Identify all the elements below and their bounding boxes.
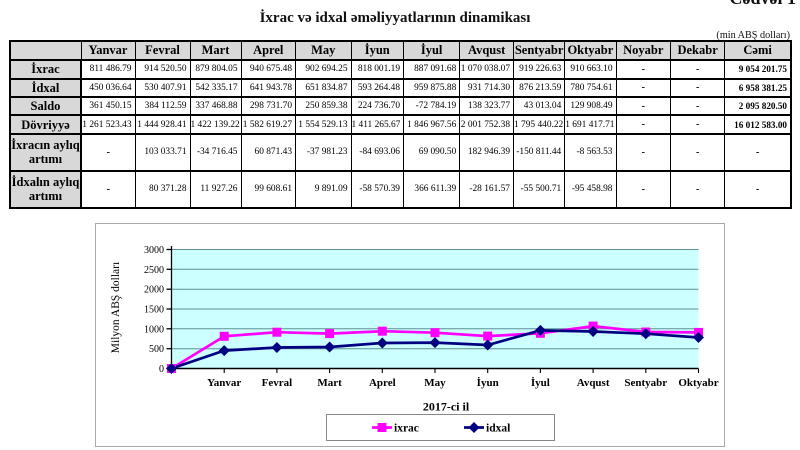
svg-text:Avqust: Avqust [577,377,610,389]
svg-text:3000: 3000 [144,245,164,256]
svg-text:Mart: Mart [317,377,342,389]
svg-text:2500: 2500 [144,265,164,276]
svg-text:Sentyabr: Sentyabr [624,377,667,389]
svg-text:İyul: İyul [531,377,550,389]
svg-text:2000: 2000 [144,285,164,296]
svg-text:0: 0 [159,364,164,375]
svg-text:Yanvar: Yanvar [207,377,241,389]
svg-text:Aprel: Aprel [369,377,396,389]
svg-text:Fevral: Fevral [262,377,293,389]
svg-text:ixrac: ixrac [394,423,419,435]
svg-text:idxal: idxal [486,423,510,435]
svg-text:1500: 1500 [144,305,164,316]
svg-text:1000: 1000 [144,324,164,335]
svg-text:500: 500 [149,344,164,355]
svg-text:Milyon ABŞ dolları: Milyon ABŞ dolları [110,262,122,353]
svg-text:İyun: İyun [477,377,499,389]
svg-text:Oktyabr: Oktyabr [678,377,718,389]
svg-text:May: May [424,377,446,389]
svg-text:2017-ci il: 2017-ci il [423,400,470,414]
